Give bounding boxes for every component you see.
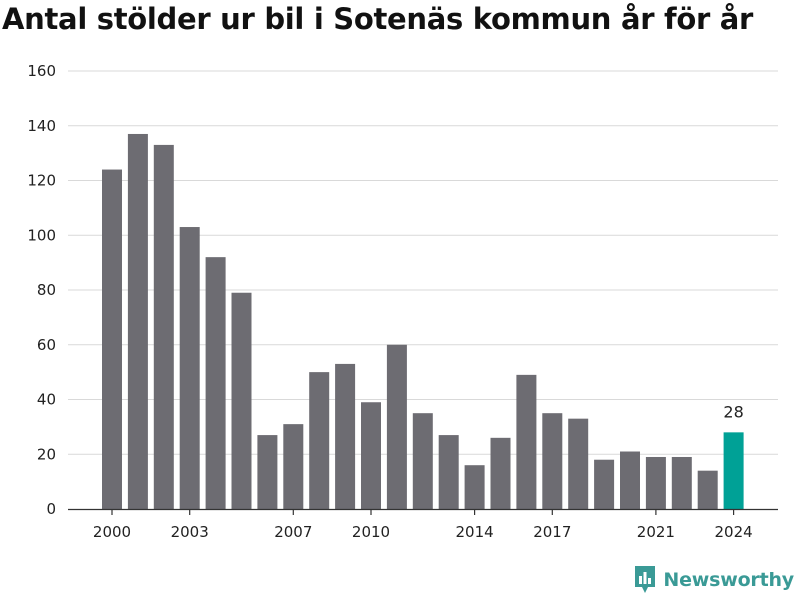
x-tick-label: 2010 xyxy=(352,523,390,541)
bar-2014 xyxy=(464,465,485,509)
bar-2013 xyxy=(438,435,459,509)
y-tick-label: 0 xyxy=(46,500,56,518)
x-axis xyxy=(68,508,778,515)
bar-2004 xyxy=(205,257,226,509)
labels: 0 20 40 60 80 100 120 140 160 28 2000 2003 2007 2010 2… xyxy=(27,62,752,541)
bar-2008 xyxy=(309,372,330,509)
bar-2003 xyxy=(179,227,200,509)
bar-2021 xyxy=(645,456,666,509)
y-tick-label: 160 xyxy=(27,62,56,80)
gridlines xyxy=(68,70,778,455)
bar-2006 xyxy=(257,435,278,509)
newsworthy-logo: Newsworthy xyxy=(633,565,794,594)
bar-2011 xyxy=(386,344,407,509)
bar-2009 xyxy=(335,363,356,509)
y-tick-label: 120 xyxy=(27,172,56,190)
bar-2020 xyxy=(620,451,640,509)
bar-2024 xyxy=(723,432,744,509)
y-tick-label: 40 xyxy=(37,391,56,409)
data-label-2024: 28 xyxy=(723,402,743,421)
chart-title: Antal stölder ur bil i Sotenäs kommun år… xyxy=(2,2,754,36)
bar-2000 xyxy=(102,169,122,510)
bar-chart-icon xyxy=(635,566,656,593)
brand-name: Newsworthy xyxy=(663,568,794,591)
y-tick-label: 140 xyxy=(27,117,56,135)
bar-2022 xyxy=(671,456,692,509)
bar-2019 xyxy=(594,459,615,509)
y-tick-label: 60 xyxy=(37,336,56,354)
bar-2012 xyxy=(412,413,433,509)
bar-2010 xyxy=(361,402,381,509)
y-tick-label: 20 xyxy=(37,445,56,463)
y-tick-label: 80 xyxy=(37,281,56,299)
bars xyxy=(102,133,744,510)
bar-2015 xyxy=(490,437,511,509)
bar-2023 xyxy=(697,470,718,509)
x-tick-label: 2014 xyxy=(456,523,494,541)
x-tick-label: 2007 xyxy=(274,523,312,541)
x-tick-label: 2017 xyxy=(533,523,571,541)
x-tick-label: 2024 xyxy=(715,523,753,541)
bar-2002 xyxy=(153,144,174,509)
bar-2017 xyxy=(542,413,563,509)
x-tick-label: 2021 xyxy=(637,523,675,541)
x-tick-label: 2003 xyxy=(171,523,209,541)
bar-2005 xyxy=(231,292,252,509)
bar-2016 xyxy=(516,374,537,509)
bar-2007 xyxy=(283,424,304,509)
bar-2018 xyxy=(568,418,589,509)
x-tick-label: 2000 xyxy=(93,523,131,541)
bar-2001 xyxy=(127,133,148,509)
y-tick-label: 100 xyxy=(27,226,56,244)
